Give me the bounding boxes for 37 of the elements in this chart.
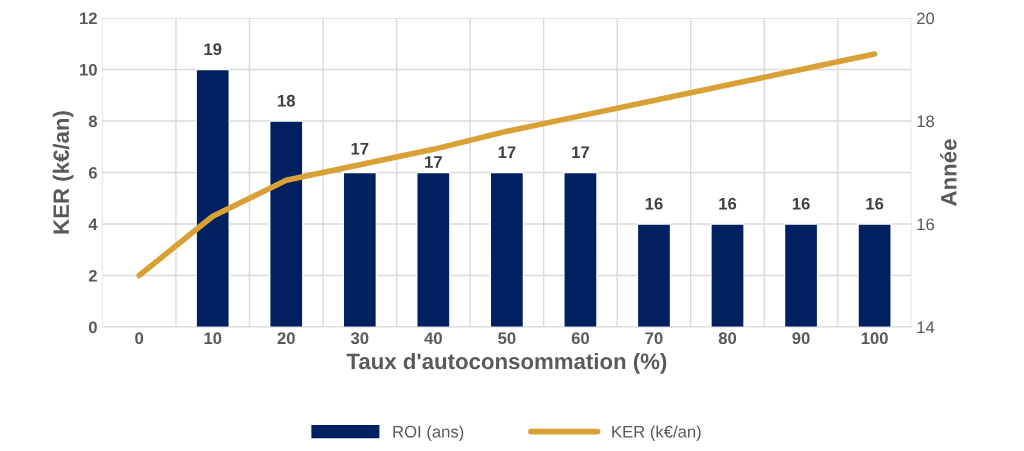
x-tick-label: 100 [861, 332, 888, 345]
data-label: 19 [204, 43, 222, 56]
y2-tick-label: 16 [917, 218, 935, 231]
y2-axis-title: Année [940, 139, 957, 206]
y-axis-title: KER (k€/an) [52, 111, 74, 234]
data-label: 16 [866, 197, 884, 210]
x-tick-label: 0 [135, 332, 144, 345]
legend-label: ROI (ans) [393, 425, 464, 441]
y-tick-label: 0 [88, 321, 97, 334]
x-tick-label: 70 [645, 332, 663, 345]
x-tick-label: 20 [277, 332, 295, 345]
x-tick-label: 60 [571, 332, 590, 345]
y-tick-label: 4 [88, 218, 98, 231]
y2-tick-label: 14 [917, 321, 935, 334]
y-tick-label: 6 [88, 166, 97, 179]
data-label: 16 [792, 197, 810, 210]
legend-label: KER (k€/an) [612, 425, 701, 441]
y-tick-label: 10 [80, 63, 97, 76]
x-tick-label: 90 [792, 332, 810, 345]
data-label: 17 [572, 146, 589, 158]
y-tick-label: 8 [88, 115, 98, 128]
y2-tick-label: 20 [917, 12, 935, 25]
data-label: 17 [351, 142, 369, 155]
x-tick-label: 50 [498, 332, 516, 345]
x-tick-label: 30 [350, 332, 369, 345]
data-label: 16 [719, 197, 737, 210]
x-tick-label: 80 [718, 332, 737, 345]
x-axis-title: Taux d'autoconsommation (%) [346, 352, 667, 374]
data-label: 17 [425, 156, 442, 168]
x-tick-label: 40 [424, 332, 442, 345]
y2-tick-label: 18 [917, 115, 935, 128]
data-label: 18 [278, 94, 296, 107]
x-tick-label: 10 [204, 332, 222, 345]
y-tick-label: 2 [88, 269, 97, 282]
data-label: 17 [498, 146, 516, 158]
data-label: 16 [645, 197, 663, 210]
y-tick-label: 12 [80, 12, 97, 25]
